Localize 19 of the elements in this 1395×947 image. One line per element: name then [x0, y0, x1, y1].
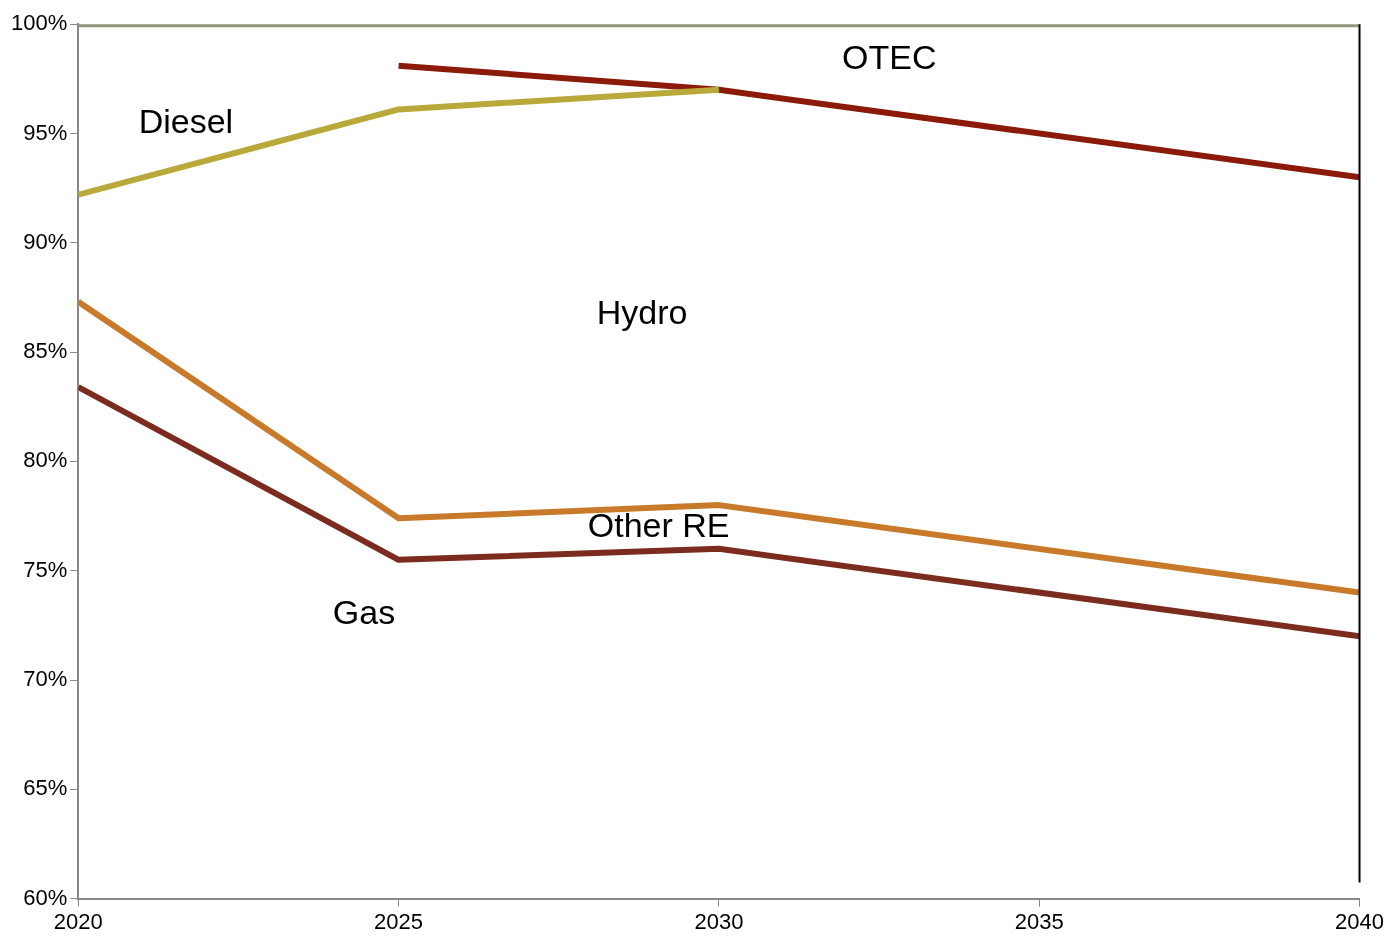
y-tick-label: 90% [23, 228, 68, 254]
x-tick-label: 2030 [694, 908, 744, 934]
annotation: OTEC [842, 37, 937, 76]
annotation: Hydro [596, 292, 688, 331]
y-tick-label: 65% [23, 775, 68, 801]
y-tick-label: 70% [23, 666, 68, 692]
annotation: Diesel [138, 102, 234, 141]
annotation: Other RE [587, 506, 730, 545]
x-tick-label: 2025 [374, 908, 424, 934]
y-tick-label: 85% [23, 338, 68, 364]
y-tick-label: 75% [23, 556, 68, 582]
y-tick-label: 95% [23, 119, 68, 145]
y-tick-label: 60% [23, 884, 68, 910]
y-tick-label: 80% [23, 447, 68, 473]
x-tick-label: 2035 [1014, 908, 1064, 934]
y-tick-label: 100% [10, 10, 68, 36]
annotation: Gas [332, 592, 396, 631]
x-tick-label: 2040 [1335, 908, 1385, 934]
x-tick-label: 2020 [53, 908, 103, 934]
